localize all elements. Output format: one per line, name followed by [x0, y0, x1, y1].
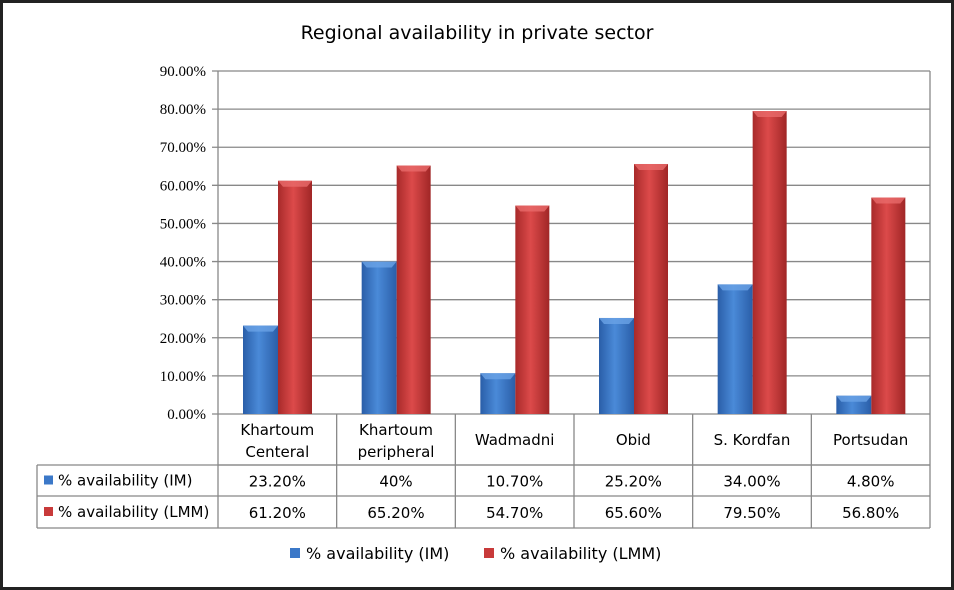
- bar-im-top: [361, 261, 397, 268]
- bar-lmm-top: [396, 165, 431, 172]
- chart-title: Regional availability in private sector: [301, 22, 654, 44]
- bar-im: [599, 317, 634, 414]
- y-tick-label: 60.00%: [160, 178, 206, 194]
- category-label-line: peripheral: [358, 443, 435, 461]
- category-label-line: Centeral: [245, 443, 309, 461]
- bar-im: [243, 325, 278, 414]
- category-label-line: Obid: [616, 431, 651, 449]
- y-tick-label: 50.00%: [160, 216, 206, 232]
- table-cell: 25.20%: [605, 473, 662, 491]
- bar-lmm-top: [752, 111, 787, 118]
- category-label-line: Portsudan: [833, 431, 908, 449]
- y-tick-label: 30.00%: [160, 293, 206, 309]
- table-cell: 54.70%: [486, 504, 543, 522]
- bar-im-top: [717, 284, 753, 291]
- category-label: Portsudan: [833, 431, 908, 449]
- category-label: Khartoum peripheral: [358, 421, 435, 461]
- legend-label: % availability (IM): [306, 544, 449, 563]
- y-tick-label: 20.00%: [160, 331, 206, 347]
- y-tick-label: 0.00%: [167, 407, 206, 423]
- legend-key-lmm: [44, 507, 53, 516]
- bar-lmm: [396, 165, 431, 414]
- y-tick-label: 40.00%: [160, 255, 206, 271]
- bar-im-top: [599, 317, 634, 324]
- bar-im: [480, 373, 516, 414]
- table-cell: 65.20%: [367, 504, 424, 522]
- category-label-line: Khartoum: [359, 421, 433, 439]
- bar-lmm-top: [634, 163, 668, 170]
- legend-swatch: [484, 548, 494, 558]
- bar-lmm-top: [515, 205, 550, 212]
- legend-label: % availability (LMM): [500, 544, 661, 563]
- table-cell: 56.80%: [842, 504, 899, 522]
- y-tick-label: 80.00%: [160, 102, 206, 118]
- bar-lmm: [752, 111, 787, 415]
- table-cell: 23.20%: [249, 473, 306, 491]
- category-label-line: Wadmadni: [475, 431, 555, 449]
- category-label: Obid: [616, 431, 651, 449]
- table-cell: 61.20%: [249, 504, 306, 522]
- bar-lmm: [278, 180, 312, 414]
- category-label: S. Kordfan: [714, 431, 791, 449]
- table-cell: 10.70%: [486, 473, 543, 491]
- bar-im: [717, 284, 753, 414]
- bar-im: [361, 261, 397, 414]
- table-cell: 40%: [379, 473, 412, 491]
- bar-im-top: [243, 325, 278, 332]
- bar-lmm-top: [278, 180, 312, 187]
- bar-im-top: [480, 373, 516, 380]
- y-tick-label: 70.00%: [160, 140, 206, 156]
- category-label-line: S. Kordfan: [714, 431, 791, 449]
- series-label: % availability (LMM): [58, 503, 209, 521]
- table-cell: 34.00%: [723, 473, 780, 491]
- category-label: Wadmadni: [475, 431, 555, 449]
- category-label-line: Khartoum: [240, 421, 314, 439]
- bar-lmm: [871, 197, 906, 414]
- series-label: % availability (IM): [58, 472, 192, 490]
- legend-swatch: [290, 548, 300, 558]
- category-label: Khartoum Centeral: [240, 421, 314, 461]
- table-cell: 4.80%: [847, 473, 895, 491]
- legend-key-im: [44, 475, 53, 485]
- bar-lmm: [515, 205, 550, 414]
- y-tick-label: 10.00%: [160, 369, 206, 385]
- table-cell: 79.50%: [723, 504, 780, 522]
- bar-im-top: [836, 395, 872, 402]
- table-cell: 65.60%: [605, 504, 662, 522]
- y-tick-label: 90.00%: [160, 64, 206, 80]
- bar-lmm: [634, 163, 668, 414]
- bar-lmm-top: [871, 197, 906, 204]
